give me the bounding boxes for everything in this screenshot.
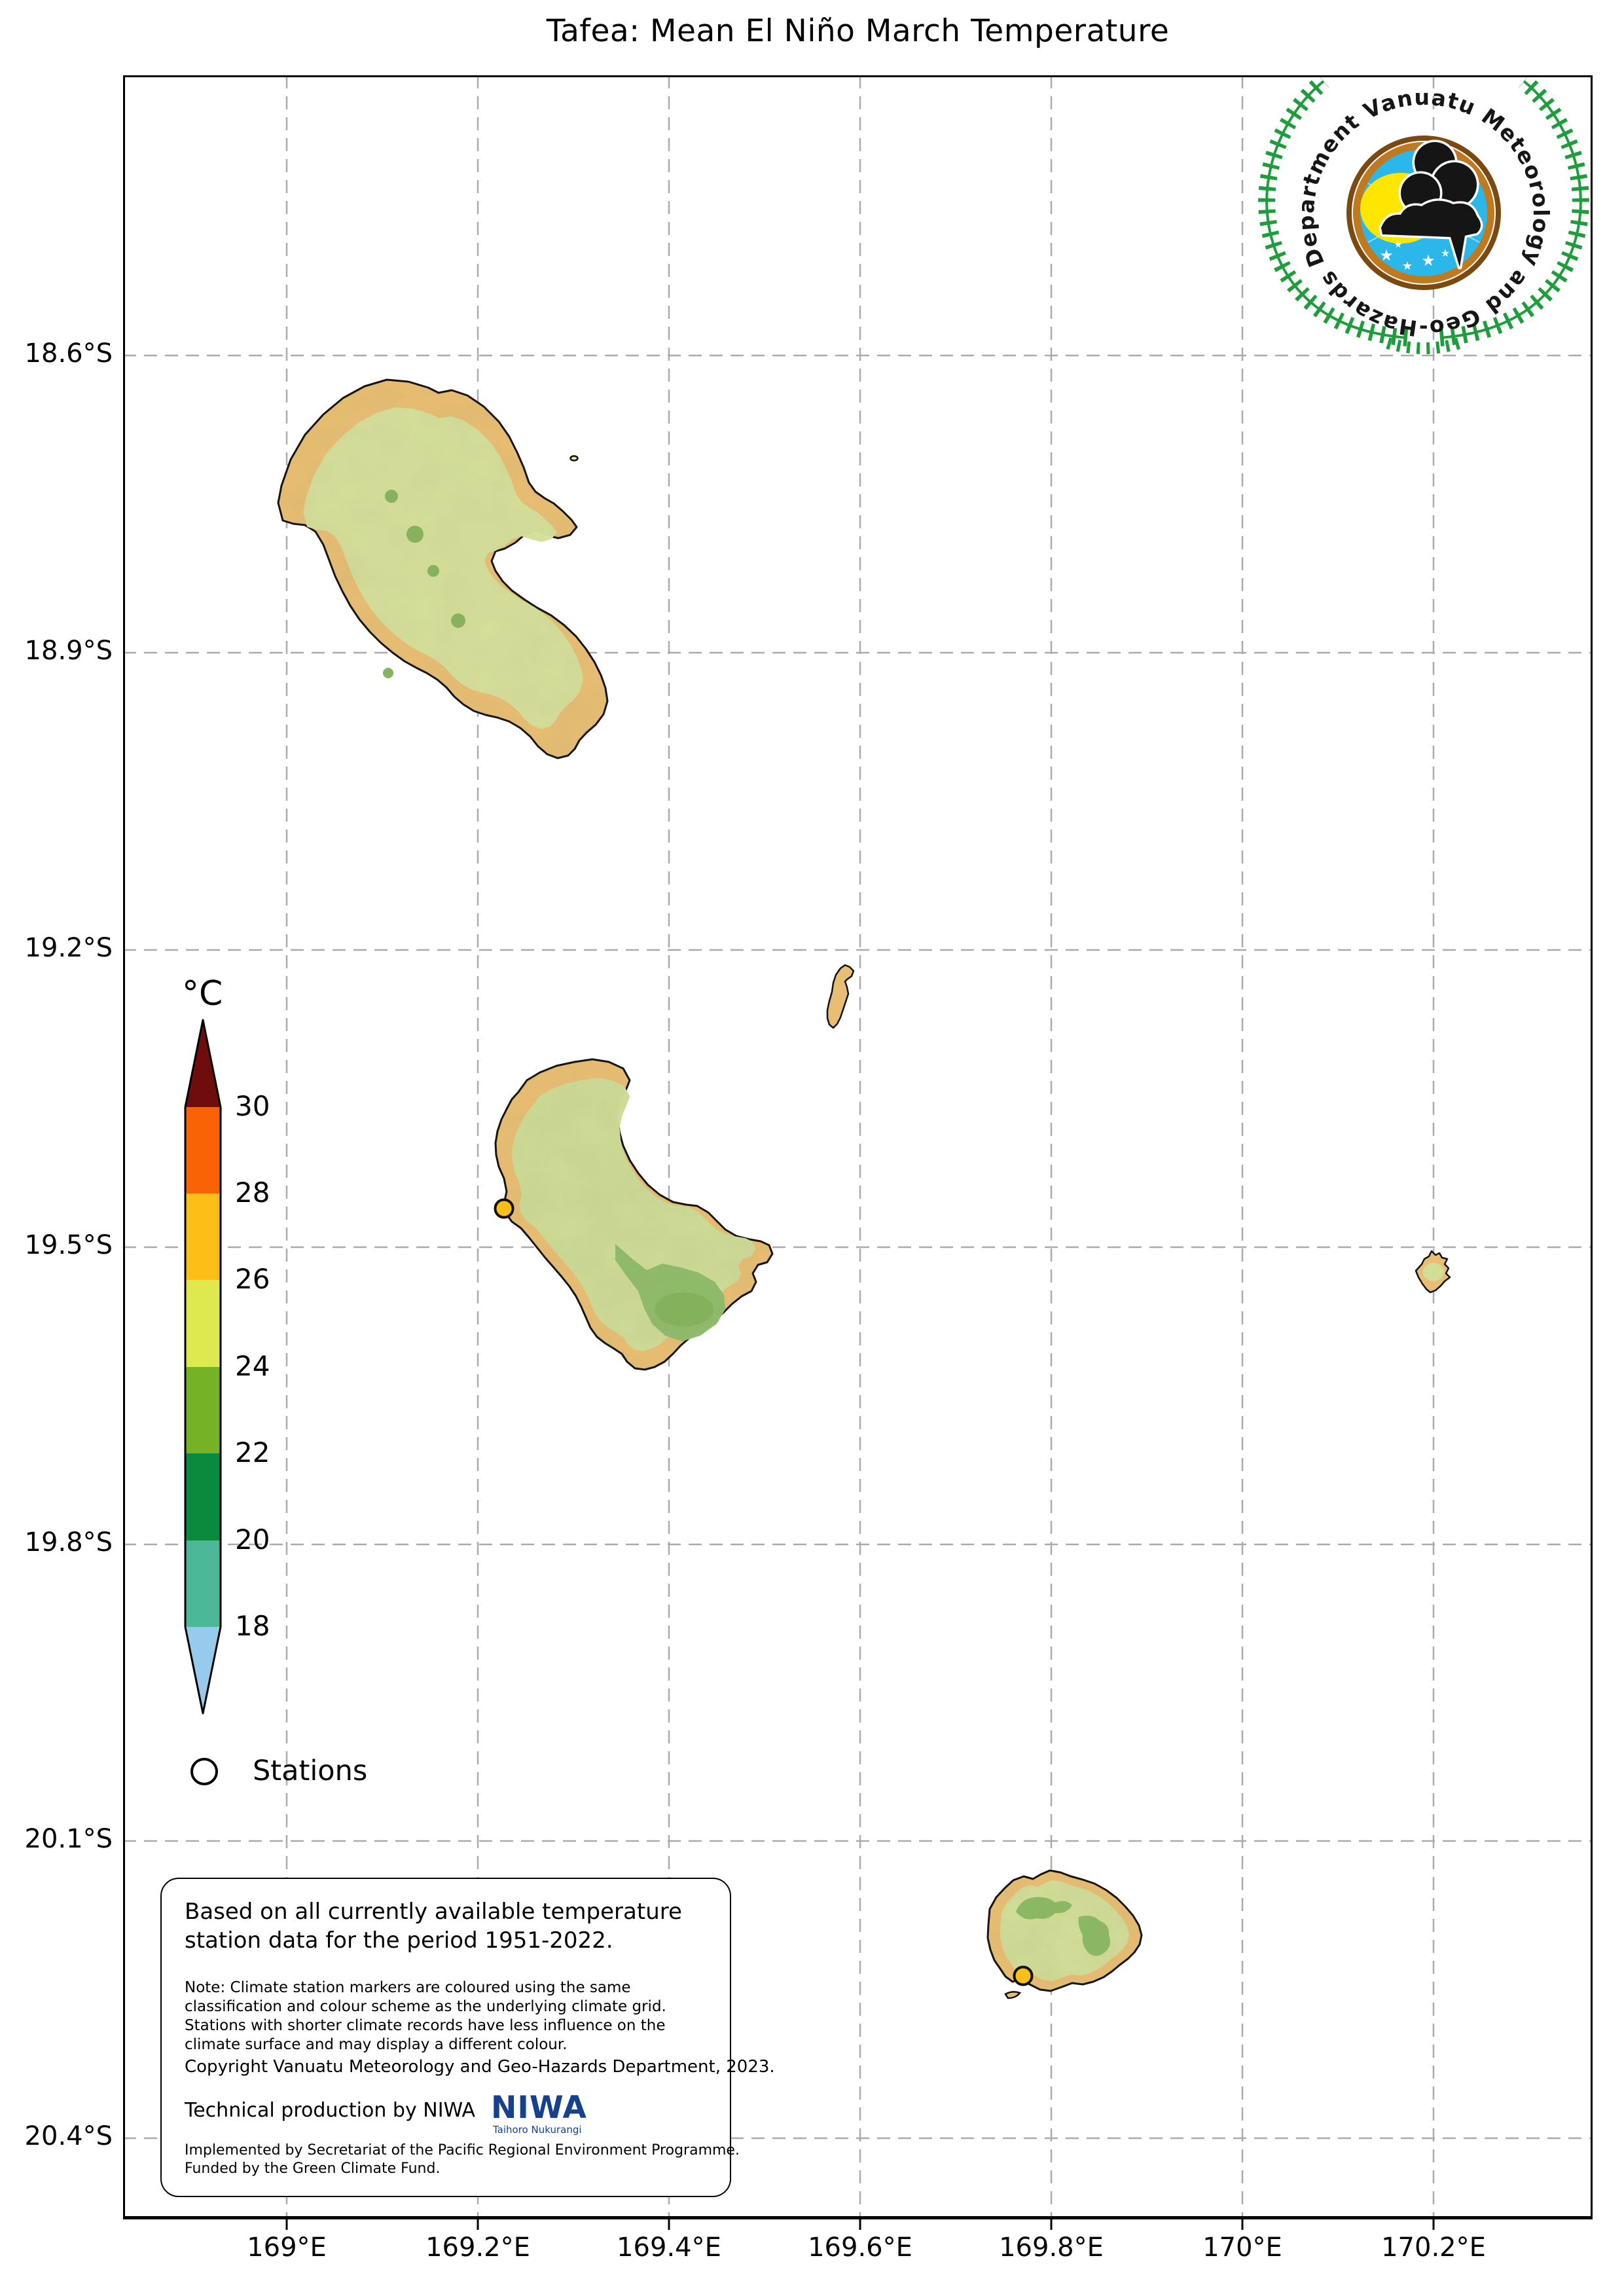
lon-tick-label: 169.2°E (425, 2232, 530, 2263)
info-implemented-line1: Implemented by Secretariat of the Pacifi… (185, 2142, 740, 2159)
stations-legend-label: Stations (253, 1755, 368, 1787)
info-heading-line1: Based on all currently available tempera… (185, 1899, 682, 1925)
figure-title: Tafea: Mean El Niño March Temperature (546, 13, 1170, 49)
lat-tick-label: 18.6°S (24, 338, 113, 369)
lat-tick-label: 20.4°S (24, 2121, 113, 2151)
bottom-axis-ticks (285, 2219, 1435, 2230)
stars-icon: ★ ★ ★ ★ ★ (1379, 240, 1450, 273)
laurel-wreath-icon (1258, 74, 1589, 354)
colorbar (184, 1019, 222, 1715)
info-box (160, 1878, 731, 2197)
lon-tick-label: 170.2°E (1381, 2232, 1486, 2263)
lon-tick-label: 169.4°E (617, 2232, 721, 2263)
stations-legend-marker (190, 1758, 218, 1785)
info-copyright: Copyright Vanuatu Meteorology and Geo-Ha… (185, 2057, 775, 2077)
info-note-line: Note: Climate station markers are colour… (185, 1979, 631, 1996)
lat-tick-label: 19.8°S (24, 1527, 113, 1558)
info-note-line: classification and colour scheme as the … (185, 1998, 666, 2015)
info-heading-line2: station data for the period 1951-2022. (185, 1927, 613, 1954)
island-east-small (1415, 1250, 1451, 1294)
station-marker-central-island (494, 1198, 514, 1219)
colorbar-tick-label: 22 (235, 1436, 270, 1468)
lon-tick-label: 169.6°E (808, 2232, 912, 2263)
colorbar-tick-label: 26 (235, 1263, 270, 1295)
lat-tick-label: 19.2°S (24, 933, 113, 963)
info-implemented-line2: Funded by the Green Climate Fund. (185, 2160, 441, 2177)
lat-tick-label: 19.5°S (24, 1230, 113, 1260)
island-small-mid (826, 964, 855, 1029)
colorbar-tick-label: 24 (235, 1350, 270, 1382)
cloud-icon (1379, 139, 1483, 270)
lat-tick-label: 18.9°S (24, 636, 113, 666)
colorbar-tick-label: 30 (235, 1090, 270, 1122)
svg-text:★: ★ (1402, 259, 1413, 273)
colorbar-tick-label: 18 (235, 1610, 270, 1642)
info-technical-production: Technical production by NIWA (185, 2099, 476, 2122)
niwa-wordmark: NIWA (491, 2090, 587, 2126)
lon-tick-label: 169.8°E (999, 2232, 1104, 2263)
lat-tick-label: 20.1°S (24, 1824, 113, 1854)
svg-text:★: ★ (1441, 247, 1450, 259)
colorbar-unit-label: °C (182, 974, 223, 1013)
department-logo: Department Vanuatu Meteorology and Geo-H… (1258, 74, 1589, 354)
colorbar-tick-label: 20 (235, 1523, 270, 1556)
logo-emblem-icon: ★ ★ ★ ★ ★ (1346, 136, 1501, 290)
islet-north-tiny (569, 455, 579, 462)
info-note-line: climate surface and may display a differ… (185, 2036, 568, 2053)
lon-tick-label: 170°E (1202, 2232, 1282, 2263)
svg-text:★: ★ (1379, 246, 1394, 264)
svg-text:★: ★ (1421, 251, 1435, 270)
station-markers (494, 1198, 1034, 1986)
niwa-tagline: Taihoro Nukurangi (493, 2124, 582, 2136)
islet-south-tiny (1004, 1991, 1022, 1999)
colorbar-tick-label: 28 (235, 1176, 270, 1209)
station-marker-south-island (1013, 1965, 1034, 1986)
info-note-line: Stations with shorter climate records ha… (185, 2017, 666, 2034)
svg-text:★: ★ (1394, 240, 1403, 250)
lon-tick-label: 169°E (247, 2232, 327, 2263)
